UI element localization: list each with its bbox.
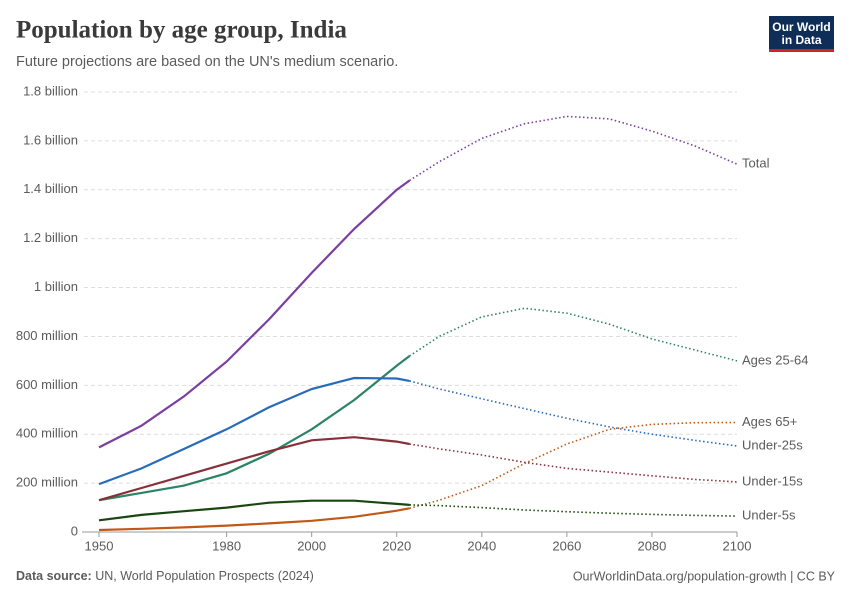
y-tick-label: 0 [71,523,78,538]
source-label: Data source: [16,569,92,583]
series-line [98,376,410,486]
projection-line [409,443,738,483]
y-tick-label: 1.8 billion [23,83,78,98]
y-tick-label: 600 million [16,377,78,392]
y-tick-label: 800 million [16,328,78,343]
x-tick-label: 2060 [552,538,581,553]
y-tick-label: 1.2 billion [23,230,78,245]
series-line [98,355,411,502]
series-line [98,436,410,502]
y-tick-label: 1.6 billion [23,132,78,147]
y-tick-label: 200 million [16,475,78,490]
series-label: Ages 25-64 [742,352,809,367]
chart-subtitle: Future projections are based on the UN's… [16,54,398,70]
x-tick-label: 1980 [212,538,241,553]
series-line [98,507,410,532]
projection-line [409,504,738,517]
logo-box[interactable] [769,16,834,52]
series-label: Under-25s [742,437,803,452]
series-label: Under-15s [742,473,803,488]
y-tick-label: 400 million [16,426,78,441]
x-tick-label: 2040 [467,538,496,553]
url[interactable]: OurWorldinData.org/population-growth | C… [573,569,836,583]
x-tick-label: 2000 [297,538,326,553]
chart-title: Population by age group, India [16,17,347,44]
projection-line [409,115,738,182]
series-line [98,179,411,449]
projection-line [409,307,738,362]
series-label: Total [742,156,770,171]
x-tick-label: 1950 [85,538,114,553]
series-label: Under-5s [742,508,796,523]
y-tick-label: 1 billion [34,279,78,294]
source: Data source: UN, World Population Prospe… [16,569,314,583]
x-tick-label: 2080 [637,538,666,553]
y-tick-label: 1.4 billion [23,181,78,196]
logo-text[interactable]: in Data [781,33,821,47]
series-label: Ages 65+ [742,414,797,429]
series-line [98,499,410,522]
x-tick-label: 2020 [382,538,411,553]
logo-bar [769,49,834,52]
source-text: UN, World Population Prospects (2024) [95,569,314,583]
projection-line [409,380,738,447]
x-tick-label: 2100 [723,538,752,553]
logo-text[interactable]: Our World [772,20,830,34]
projection-line [409,421,738,510]
